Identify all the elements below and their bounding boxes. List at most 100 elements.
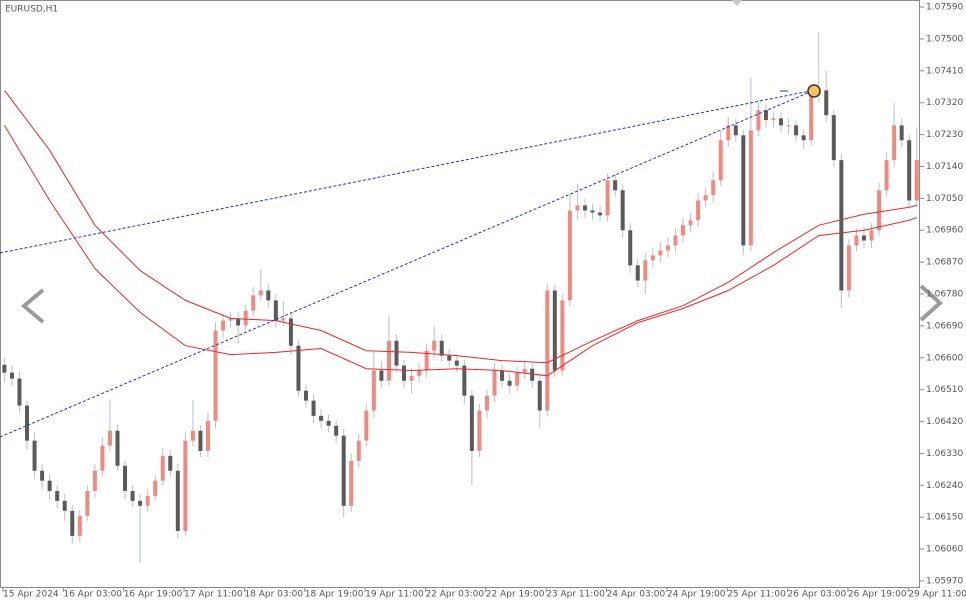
candle-body (379, 370, 384, 381)
candle-body (273, 300, 278, 321)
candle-body (349, 460, 354, 506)
candle-body (115, 430, 120, 466)
candle-body (258, 290, 263, 296)
x-tick-label: 29 Apr 11:00 (908, 590, 966, 600)
candle-body (107, 430, 112, 446)
candle-body (711, 180, 716, 196)
shift-marker (732, 0, 742, 6)
candle-body (658, 250, 663, 256)
candle-body (153, 480, 158, 496)
y-tick-label: 1.06510 (926, 385, 963, 395)
candle-body (288, 318, 293, 346)
candle-body (62, 500, 67, 511)
candle-body (673, 235, 678, 246)
x-tick-label: 19 Apr 11:00 (365, 590, 424, 600)
candle-body (236, 318, 241, 326)
candle-body (304, 390, 308, 401)
candle-body (650, 255, 655, 261)
candle-body (145, 495, 150, 506)
candle-body (266, 290, 271, 301)
candle-body (213, 330, 218, 421)
candle-body (831, 115, 836, 161)
y-tick-label: 1.07050 (926, 194, 963, 204)
candle-body (205, 420, 210, 451)
candle-body (281, 318, 286, 321)
candle-body (492, 370, 497, 396)
candle-body (138, 500, 143, 506)
candle-body (168, 455, 173, 471)
candle-body (771, 118, 776, 121)
y-tick-label: 1.07590 (926, 3, 963, 13)
candle-body (484, 395, 489, 411)
candle-body (47, 480, 52, 491)
moving-average (4, 89, 917, 364)
candle-body (545, 290, 550, 411)
candle-body (733, 125, 738, 136)
candle-body (718, 140, 723, 181)
candle-body (628, 230, 633, 266)
candle-body (183, 440, 188, 531)
candle-body (877, 190, 882, 231)
candle-body (552, 290, 557, 371)
x-tick-label: 18 Apr 03:00 (244, 590, 303, 600)
candle-body (809, 95, 814, 141)
candle-body (560, 300, 565, 371)
candle-body (439, 340, 444, 356)
candle-body (575, 205, 580, 211)
candle-body (861, 235, 866, 241)
x-tick-label: 15 Apr 2024 (3, 590, 59, 600)
candle-body (854, 235, 859, 246)
candle-body (613, 180, 618, 191)
candle-body (907, 140, 912, 201)
candle-body (756, 110, 761, 131)
candle-body (763, 110, 768, 121)
y-tick-label: 1.07320 (926, 98, 963, 108)
candle-body (846, 245, 851, 291)
x-tick-label: 23 Apr 11:00 (546, 590, 605, 600)
candle-body (9, 372, 14, 379)
candle-body (598, 212, 603, 216)
y-tick-label: 1.06240 (926, 481, 963, 491)
scroll-right[interactable] (919, 284, 943, 322)
candle-body (582, 205, 587, 211)
candle-body (394, 340, 399, 366)
candle-body (892, 125, 897, 161)
trend-line (0, 90, 811, 254)
y-tick-label: 1.07500 (926, 34, 963, 44)
candle-body (726, 125, 731, 141)
y-tick-label: 1.06870 (926, 258, 963, 268)
candle-body (477, 410, 482, 451)
y-tick-label: 1.06150 (926, 513, 963, 523)
candle-body (228, 318, 233, 321)
candle-body (17, 378, 22, 406)
candle-body (25, 405, 30, 441)
candle-body (635, 265, 640, 281)
y-tick-label: 1.07140 (926, 162, 963, 172)
candle-body (703, 195, 708, 201)
x-tick-label: 22 Apr 03:00 (425, 590, 484, 600)
candle-body (40, 470, 45, 481)
candle-body (530, 368, 535, 381)
candle-body (462, 365, 467, 396)
x-tick-label: 22 Apr 19:00 (486, 590, 545, 600)
candle-body (100, 445, 105, 471)
x-tick-label: 25 Apr 11:00 (727, 590, 786, 600)
candle-body (786, 125, 791, 127)
candle-body (869, 230, 874, 241)
scroll-left[interactable] (20, 288, 45, 324)
cursor-marker (807, 84, 821, 98)
candle-body (432, 340, 437, 351)
trend-line (0, 91, 811, 438)
candle-body (605, 180, 610, 216)
candle-body (839, 160, 844, 291)
candle-body (522, 368, 527, 373)
candle-body (454, 360, 459, 366)
y-tick-label: 1.05970 (926, 576, 963, 586)
candle-body (243, 310, 248, 326)
candle-body (130, 490, 135, 501)
candle-body (824, 90, 829, 116)
candle-body (643, 260, 648, 281)
plot-area (2, 31, 919, 564)
candle-body (296, 345, 301, 391)
candle-body (567, 210, 572, 301)
